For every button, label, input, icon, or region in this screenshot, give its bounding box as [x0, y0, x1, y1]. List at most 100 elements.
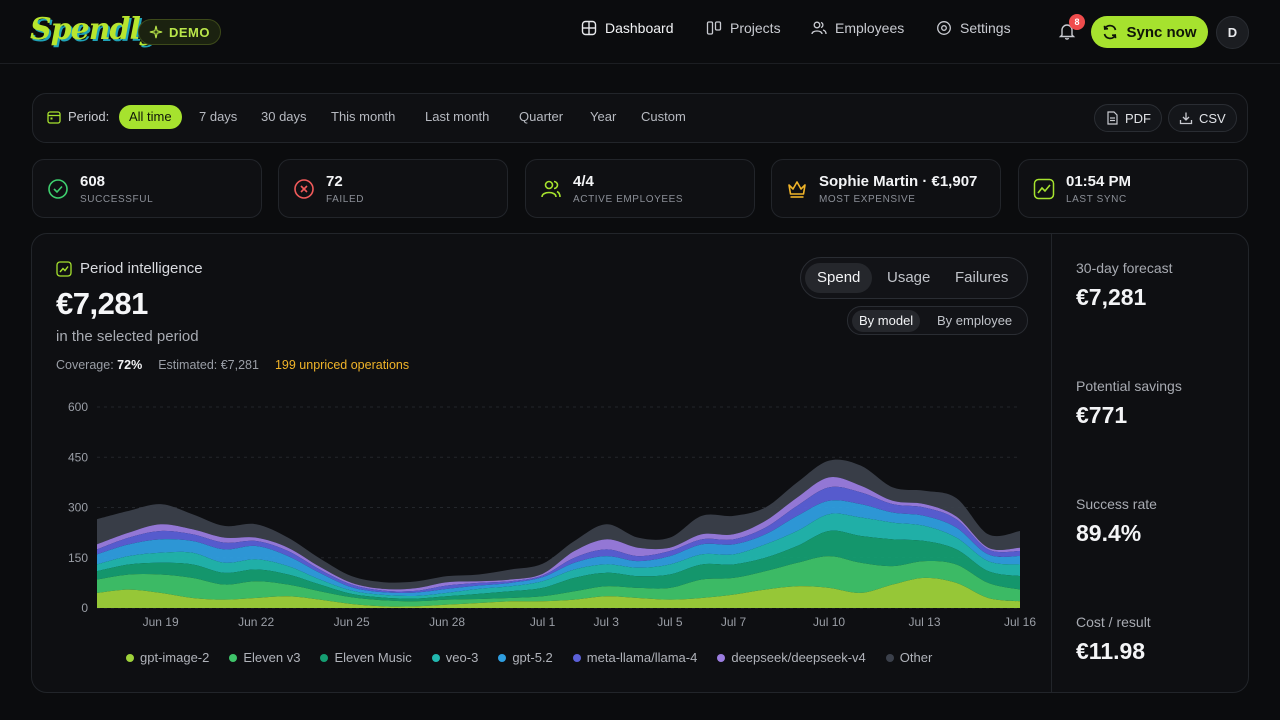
- coverage-value: 72%: [117, 358, 143, 372]
- legend-swatch: [431, 653, 440, 662]
- legend-item[interactable]: Eleven v3: [229, 650, 300, 665]
- legend-label: Eleven Music: [334, 650, 412, 665]
- area-series-veo-3[interactable]: [97, 513, 1020, 599]
- period-option-all-time[interactable]: All time: [119, 105, 182, 129]
- legend-label: Other: [899, 650, 933, 665]
- stat-value: 72: [326, 173, 343, 190]
- stat-label: Failed: [326, 194, 365, 205]
- kpi-forecast-label: 30-day forecast: [1076, 260, 1173, 276]
- coverage-label: Coverage:: [56, 358, 114, 372]
- stat-label: Active employees: [573, 194, 684, 205]
- x-tick-label: Jul 7: [721, 615, 747, 629]
- crown-icon: [788, 181, 806, 198]
- x-tick-label: Jun 28: [429, 615, 465, 629]
- legend-item[interactable]: gpt-image-2: [126, 650, 209, 665]
- legend-item[interactable]: Eleven Music: [320, 650, 412, 665]
- nav-employees[interactable]: Employees: [811, 20, 904, 36]
- sync-now-button[interactable]: Sync now: [1091, 16, 1208, 48]
- period-option-7-days[interactable]: 7 days: [199, 109, 238, 124]
- refresh-icon: [1104, 24, 1117, 40]
- y-tick-label: 600: [68, 400, 88, 414]
- kpi-cost-per-result-value: €11.98: [1076, 638, 1146, 664]
- legend-item[interactable]: Other: [885, 650, 933, 665]
- legend-swatch: [126, 653, 134, 662]
- unpriced-operations-link[interactable]: 199 unpriced operations: [274, 358, 410, 372]
- area-series-eleven-v3[interactable]: [97, 556, 1020, 607]
- kpi-cost-per-result-label: Cost / result: [1076, 614, 1151, 630]
- export-csv-label: CSV: [1199, 110, 1226, 126]
- export-pdf-button[interactable]: PDF: [1094, 104, 1162, 132]
- user-avatar[interactable]: D: [1216, 16, 1249, 49]
- coverage: Coverage: 72%: [56, 358, 142, 372]
- tab-spend[interactable]: Spend: [805, 263, 873, 293]
- demo-badge: DEMO: [138, 19, 221, 45]
- period-option-30-days[interactable]: 30 days: [261, 109, 307, 124]
- legend-label: gpt-image-2: [140, 650, 210, 665]
- legend-label: veo-3: [445, 650, 479, 665]
- metric-tabs: Spend Usage Failures: [800, 257, 1028, 299]
- legend-swatch: [320, 653, 329, 662]
- y-tick-label: 450: [68, 450, 88, 464]
- dashboard-icon: [581, 20, 597, 36]
- stat-value: 608: [80, 173, 106, 190]
- stat-value: 01:54 PM: [1066, 173, 1132, 190]
- kpi-savings-label: Potential savings: [1076, 378, 1182, 394]
- stat-card-failed: 72 Failed: [278, 159, 508, 218]
- coverage-meta: Coverage: 72% Estimated: €7,281 199 unpr…: [56, 358, 409, 372]
- area-series-deepseek-deepseek-v4[interactable]: [97, 476, 1020, 592]
- download-icon: [1179, 112, 1193, 125]
- x-circle-icon: [294, 179, 314, 199]
- tab-usage[interactable]: Usage: [887, 269, 931, 286]
- export-pdf-label: PDF: [1125, 110, 1151, 126]
- legend-item[interactable]: gpt-5.2: [498, 650, 553, 665]
- period-total-subtitle: in the selected period: [56, 328, 199, 345]
- x-tick-label: Jul 13: [909, 615, 941, 629]
- x-tick-label: Jun 25: [334, 615, 370, 629]
- check-circle-icon: [48, 179, 68, 199]
- nav-dashboard[interactable]: Dashboard: [581, 20, 674, 36]
- x-tick-label: Jun 19: [143, 615, 179, 629]
- area-series-meta-llama-llama-4[interactable]: [97, 486, 1020, 593]
- kpi-savings-value: €771: [1076, 402, 1128, 428]
- period-option-custom[interactable]: Custom: [641, 109, 686, 124]
- period-filter-bar: Period: All time 7 days 30 days This mon…: [32, 93, 1248, 143]
- file-icon: [1107, 111, 1118, 125]
- legend-item[interactable]: meta-llama/llama-4: [572, 650, 698, 665]
- spend-stacked-area-chart: 0 150 300 450 600 Jun 19 Jun 22 Jun 25 Jun 28 Jul…: [68, 400, 1036, 629]
- nav-projects[interactable]: Projects: [706, 20, 781, 36]
- stat-label: Most expensive: [819, 194, 916, 205]
- period-option-year[interactable]: Year: [590, 109, 617, 124]
- export-csv-button[interactable]: CSV: [1168, 104, 1237, 132]
- nav-settings[interactable]: Settings: [936, 20, 1011, 36]
- nav-settings-label: Settings: [960, 20, 1011, 36]
- area-series-gpt-5-2[interactable]: [97, 500, 1020, 597]
- y-tick-label: 0: [81, 601, 88, 615]
- area-series-eleven-music[interactable]: [97, 530, 1020, 602]
- stat-value: Sophie Martin · €1,907: [819, 173, 978, 190]
- activity-icon: [1033, 178, 1055, 200]
- period-option-this-month[interactable]: This month: [331, 109, 396, 124]
- area-series-other[interactable]: [97, 459, 1020, 590]
- stat-label: Last sync: [1066, 194, 1127, 205]
- legend-item[interactable]: veo-3: [431, 650, 479, 665]
- notification-count-badge: 8: [1069, 14, 1085, 30]
- area-series-gpt-image-2[interactable]: [97, 577, 1020, 608]
- spendly-logo[interactable]: Spendly: [30, 12, 157, 47]
- kpi-success-rate-label: Success rate: [1076, 496, 1157, 512]
- legend-label: deepseek/deepseek-v4: [731, 650, 866, 665]
- legend-item[interactable]: deepseek/deepseek-v4: [717, 650, 866, 665]
- tab-by-employee[interactable]: By employee: [937, 313, 1013, 328]
- period-option-quarter[interactable]: Quarter: [519, 109, 564, 124]
- x-tick-label: Jul 5: [657, 615, 683, 629]
- sparkle-icon: [149, 25, 163, 39]
- stat-value: 4/4: [573, 173, 594, 190]
- projects-icon: [706, 21, 722, 35]
- tab-by-model[interactable]: By model: [852, 310, 921, 332]
- kpi-sidebar: 30-day forecast €7,281 Potential savings…: [1051, 234, 1249, 692]
- settings-icon: [937, 21, 951, 35]
- legend-label: meta-llama/llama-4: [586, 650, 698, 665]
- legend-swatch: [229, 653, 238, 662]
- legend-label: Eleven v3: [243, 650, 301, 665]
- tab-failures[interactable]: Failures: [955, 269, 1009, 286]
- period-option-last-month[interactable]: Last month: [425, 109, 490, 124]
